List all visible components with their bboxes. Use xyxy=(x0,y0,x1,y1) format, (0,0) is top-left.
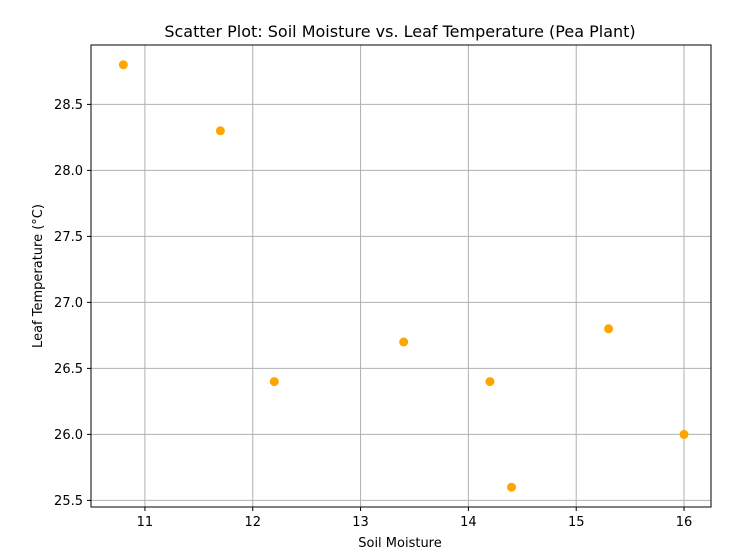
scatter-point xyxy=(399,337,409,347)
scatter-point xyxy=(118,60,128,70)
x-tick-label: 13 xyxy=(352,515,369,530)
scatter-point xyxy=(679,429,689,439)
y-axis-label: Leaf Temperature (°C) xyxy=(31,204,46,348)
y-tick-label: 26.5 xyxy=(54,362,83,377)
y-tick-label: 28.0 xyxy=(54,164,83,179)
x-tick-label: 12 xyxy=(244,515,261,530)
y-tick-label: 28.5 xyxy=(54,98,83,113)
y-tick-label: 25.5 xyxy=(54,494,83,509)
x-tick-label: 15 xyxy=(568,515,585,530)
scatter-point xyxy=(215,126,225,136)
x-axis: 11 12 13 14 15 16 xyxy=(137,507,693,530)
data-points xyxy=(118,60,689,492)
x-axis-label: Soil Moisture xyxy=(358,536,442,551)
grid-layer xyxy=(91,45,711,507)
plot-area-frame xyxy=(90,44,712,508)
scatter-point xyxy=(507,482,517,492)
y-tick-label: 27.0 xyxy=(54,296,83,311)
x-tick-label: 14 xyxy=(460,515,477,530)
scatter-point xyxy=(604,324,614,334)
y-axis: 25.5 26.0 26.5 27.0 27.5 28.0 28.5 xyxy=(54,98,91,509)
x-tick-label: 16 xyxy=(676,515,693,530)
x-tick-label: 11 xyxy=(137,515,154,530)
scatter-point xyxy=(269,377,279,387)
y-tick-label: 27.5 xyxy=(54,230,83,245)
chart-title: Scatter Plot: Soil Moisture vs. Leaf Tem… xyxy=(164,22,635,41)
scatter-point xyxy=(485,377,495,387)
y-tick-label: 26.0 xyxy=(54,428,83,443)
